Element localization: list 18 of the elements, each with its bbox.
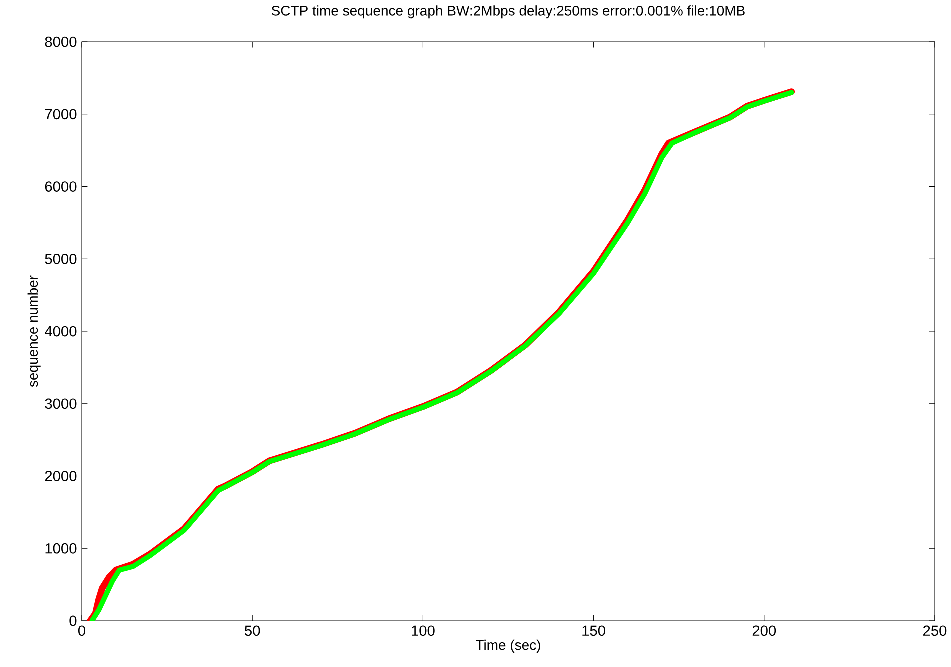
- y-tick-label: 5000: [45, 254, 77, 264]
- y-tick-label: 8000: [45, 36, 77, 48]
- y-tick-label: 7000: [45, 109, 77, 120]
- y-tick-label: 3000: [45, 398, 77, 410]
- x-tick-label: 250: [923, 626, 947, 636]
- x-tick-label: 0: [78, 626, 86, 636]
- y-tick-label: 6000: [45, 182, 77, 192]
- x-tick-label: 100: [412, 626, 435, 636]
- x-tick-label: 150: [582, 626, 606, 636]
- x-tick-label: 50: [245, 626, 260, 636]
- y-tick-label: 2000: [45, 471, 77, 482]
- y-axis-title: sequence number: [28, 276, 41, 388]
- x-tick-label: 200: [752, 626, 776, 636]
- y-tick-label: 4000: [45, 326, 77, 337]
- chart-title: SCTP time sequence graph BW:2Mbps delay:250ms error:0.001% file:10MB: [272, 6, 745, 19]
- y-tick-label: 1000: [46, 543, 77, 554]
- y-tick-label: 0: [70, 616, 77, 626]
- x-axis-title: Time (sec): [476, 640, 540, 653]
